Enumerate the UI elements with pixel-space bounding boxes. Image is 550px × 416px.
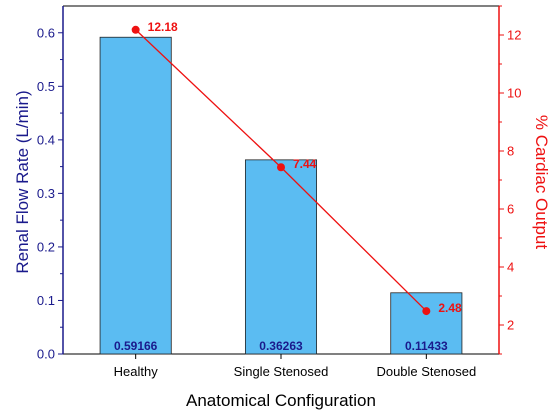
right-tick-label: 6 xyxy=(507,202,514,217)
right-axis-title: % Cardiac Output xyxy=(532,115,550,249)
line-series: 12.18 7.44 2.48 xyxy=(131,20,462,316)
x-axis-ticks: Healthy Single Stenosed Double Stenosed xyxy=(114,354,476,379)
line-value-label: 2.48 xyxy=(438,301,462,315)
bar-value-label: 0.36263 xyxy=(259,339,303,353)
left-tick-label: 0.1 xyxy=(37,293,55,308)
right-tick-label: 2 xyxy=(507,318,514,333)
x-tick-label: Healthy xyxy=(114,364,159,379)
bar-value-labels: 0.59166 0.36263 0.11433 xyxy=(114,339,448,353)
x-tick-label: Double Stenosed xyxy=(376,364,476,379)
line-point xyxy=(131,25,140,34)
bar xyxy=(99,36,172,355)
left-tick-label: 0.4 xyxy=(37,132,55,147)
right-axis-ticks: 2 4 6 8 10 12 xyxy=(499,5,521,355)
right-tick-label: 10 xyxy=(507,86,521,101)
x-axis-title: Anatomical Configuration xyxy=(186,391,376,410)
x-tick-label: Single Stenosed xyxy=(234,364,329,379)
left-tick-label: 0.0 xyxy=(37,347,55,362)
bar xyxy=(390,292,463,355)
left-axis-ticks: 0.0 0.1 0.2 0.3 0.4 0.5 0.6 xyxy=(37,25,63,362)
left-tick-label: 0.5 xyxy=(37,79,55,94)
right-tick-label: 4 xyxy=(507,260,514,275)
left-tick-label: 0.2 xyxy=(37,239,55,254)
line-value-label: 7.44 xyxy=(293,157,317,171)
bar xyxy=(244,159,318,355)
line-value-label: 12.18 xyxy=(148,20,178,34)
right-tick-label: 8 xyxy=(507,144,514,159)
left-axis-title: Renal Flow Rate (L/min) xyxy=(13,90,32,273)
right-tick-label: 12 xyxy=(507,28,521,43)
bar-series xyxy=(99,36,463,355)
bar-value-label: 0.59166 xyxy=(114,339,158,353)
left-tick-label: 0.3 xyxy=(37,186,55,201)
line-point xyxy=(422,307,431,316)
left-tick-label: 0.6 xyxy=(37,25,55,40)
bar-value-label: 0.11433 xyxy=(405,339,448,353)
line-point xyxy=(277,163,285,172)
